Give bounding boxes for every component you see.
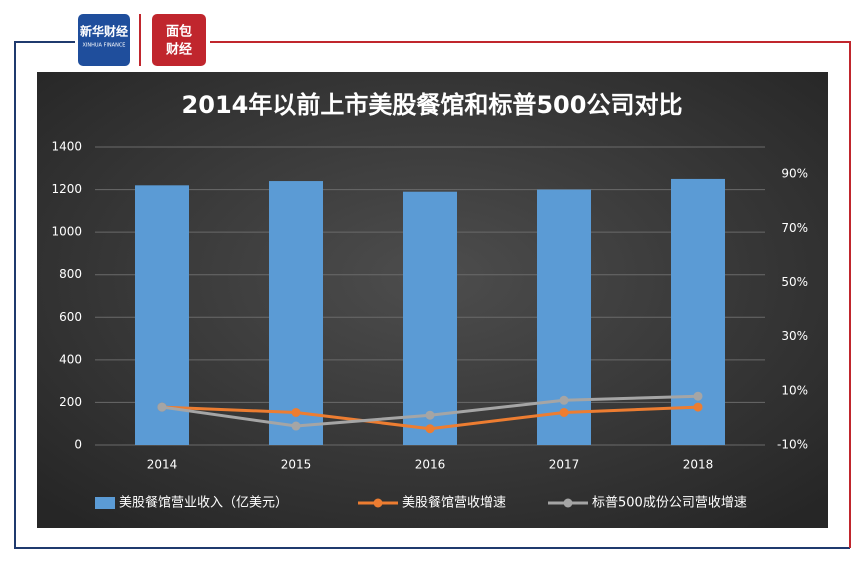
line-marker <box>291 407 301 417</box>
y2-tick-label: -10% <box>777 438 808 452</box>
line-marker <box>157 402 167 412</box>
line-marker <box>291 421 301 431</box>
legend-swatch <box>373 498 383 508</box>
x-tick-label: 2017 <box>549 458 580 472</box>
y-tick-label: 1200 <box>51 182 82 196</box>
y-tick-label: 200 <box>59 395 82 409</box>
logo-text: 财经 <box>166 42 192 58</box>
logo-text: 新华财经 <box>80 24 128 39</box>
legend-label: 标普500成份公司营收增速 <box>592 496 747 511</box>
x-tick-label: 2014 <box>147 458 178 472</box>
logo-box <box>78 14 130 66</box>
logo-text: 面包 <box>166 24 192 40</box>
y2-tick-label: 10% <box>781 383 808 397</box>
line-marker <box>693 402 703 412</box>
y2-tick-label: 30% <box>781 329 808 343</box>
logo-text: XINHUA FINANCE <box>83 43 126 49</box>
frame-right <box>210 41 851 548</box>
line-marker <box>559 395 569 405</box>
y-tick-label: 400 <box>59 352 82 366</box>
bar <box>537 189 591 445</box>
chart-title: 2014年以前上市美股餐馆和标普500公司对比 <box>182 91 683 119</box>
line-marker <box>425 410 435 420</box>
line-marker <box>425 424 435 434</box>
bar <box>135 185 189 446</box>
y-tick-label: 1000 <box>51 225 82 239</box>
y2-tick-label: 70% <box>781 221 808 235</box>
y-tick-label: 1400 <box>51 140 82 154</box>
line-marker <box>693 391 703 401</box>
x-tick-label: 2018 <box>683 458 714 472</box>
y-tick-label: 600 <box>59 310 82 324</box>
frame-left <box>14 41 850 549</box>
y-tick-label: 800 <box>59 267 82 281</box>
y2-tick-label: 90% <box>781 167 808 181</box>
x-tick-label: 2016 <box>415 458 446 472</box>
legend-swatch <box>95 497 115 509</box>
bar <box>269 181 323 446</box>
line-marker <box>559 407 569 417</box>
logo-box <box>152 14 206 66</box>
legend-label: 美股餐馆营收增速 <box>402 495 506 511</box>
y2-tick-label: 50% <box>781 275 808 289</box>
y-tick-label: 0 <box>74 438 82 452</box>
legend-label: 美股餐馆营业收入（亿美元） <box>119 495 288 511</box>
legend-swatch <box>563 498 573 508</box>
x-tick-label: 2015 <box>281 458 312 472</box>
bar <box>403 191 457 445</box>
